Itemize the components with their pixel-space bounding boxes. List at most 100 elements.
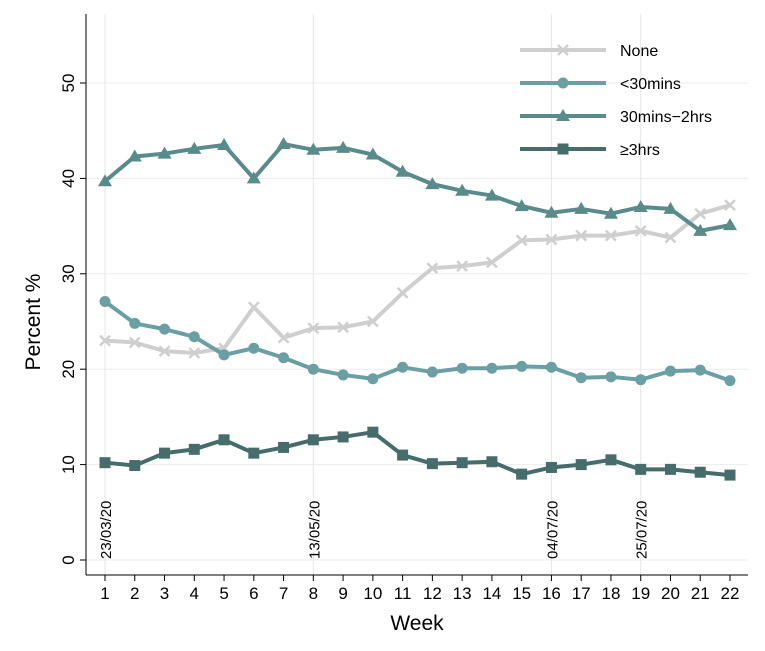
y-tick-label: 20 <box>59 360 78 379</box>
square-marker <box>397 449 409 461</box>
x-marker <box>605 229 617 242</box>
square-marker <box>724 469 736 481</box>
square-marker <box>307 434 319 446</box>
x-marker <box>664 231 677 244</box>
x-tick-label: 15 <box>512 584 531 603</box>
annotation-label: 25/07/20 <box>634 501 651 559</box>
triangle-marker <box>425 177 440 190</box>
circle-marker <box>397 361 409 373</box>
x-marker <box>99 334 111 347</box>
x-tick-label: 12 <box>423 584 442 603</box>
square-marker <box>605 454 617 466</box>
triangle-marker <box>455 183 470 196</box>
x-tick-label: 3 <box>160 584 169 603</box>
x-marker <box>486 256 498 269</box>
x-marker <box>456 260 469 273</box>
circle-marker <box>307 363 319 375</box>
triangle-marker <box>395 164 410 177</box>
square-marker <box>278 441 290 453</box>
square-marker <box>248 447 260 459</box>
circle-marker <box>486 362 498 374</box>
triangle-marker <box>276 137 291 150</box>
x-tick-label: 9 <box>338 584 347 603</box>
triangle-marker <box>98 174 112 187</box>
square-marker <box>694 466 706 478</box>
x-tick-label: 7 <box>279 584 288 603</box>
annotation-label: 23/03/20 <box>98 501 115 559</box>
x-tick-label: 18 <box>601 584 620 603</box>
x-marker <box>724 199 736 211</box>
circle-marker <box>516 360 528 372</box>
x-tick-label: 19 <box>631 584 650 603</box>
triangle-marker <box>306 142 321 155</box>
square-marker <box>99 457 111 469</box>
series-line <box>103 142 731 233</box>
square-marker <box>545 461 557 473</box>
triangle-marker <box>217 138 232 151</box>
circle-marker <box>545 361 557 373</box>
square-marker <box>664 463 676 475</box>
circle-marker <box>724 375 736 387</box>
circle-marker <box>129 317 141 329</box>
triangle-marker <box>157 146 172 159</box>
series-2 <box>98 137 737 236</box>
y-tick-label: 0 <box>59 555 78 564</box>
square-marker <box>486 456 498 468</box>
square-marker <box>129 460 141 472</box>
square-marker <box>218 434 230 446</box>
x-marker <box>575 229 588 242</box>
x-tick-label: 6 <box>249 584 258 603</box>
square-marker <box>516 468 528 480</box>
square-marker <box>575 459 587 471</box>
circle-marker <box>367 373 379 385</box>
series-line <box>103 299 731 383</box>
circle-marker <box>664 365 676 377</box>
circle-marker <box>426 366 438 378</box>
triangle-marker <box>127 149 142 162</box>
square-marker <box>456 457 468 469</box>
x-tick-label: 17 <box>572 584 591 603</box>
circle-marker <box>99 295 111 307</box>
legend-label: ≥3hrs <box>620 142 660 159</box>
x-tick-label: 2 <box>130 584 139 603</box>
plot-area <box>86 14 748 575</box>
circle-marker <box>218 349 230 361</box>
series-line <box>104 430 731 478</box>
y-tick-label: 30 <box>59 264 78 283</box>
x-marker <box>158 345 171 357</box>
x-marker <box>634 224 647 237</box>
legend: None <30mins 30mins−2hrs ≥3hrs <box>520 43 712 159</box>
triangle-marker <box>693 223 708 236</box>
circle-marker <box>456 362 468 374</box>
legend-label: 30mins−2hrs <box>620 109 712 126</box>
x-marker <box>337 321 349 334</box>
triangle-marker <box>246 171 261 184</box>
x-tick-label: 4 <box>190 584 199 603</box>
triangle-marker <box>663 201 678 214</box>
x-marker <box>694 207 707 220</box>
circle-marker <box>694 364 706 376</box>
circle-marker <box>278 352 290 364</box>
y-tick-label: 50 <box>59 74 78 93</box>
triangle-marker <box>603 206 618 219</box>
x-tick-label: 11 <box>394 584 412 603</box>
triangle-marker <box>336 140 351 153</box>
square-marker <box>426 458 438 470</box>
circle-marker <box>337 369 349 381</box>
x-marker <box>545 233 558 246</box>
triangle-marker <box>514 199 529 212</box>
triangle-marker <box>633 200 648 213</box>
legend-label: <30mins <box>620 76 681 93</box>
x-tick-label: 13 <box>453 584 472 603</box>
x-marker <box>396 286 409 299</box>
circle-marker <box>605 371 617 383</box>
x-tick-label: 10 <box>363 584 382 603</box>
series-group <box>98 137 737 481</box>
x-marker <box>426 262 439 274</box>
annotation-lines: 23/03/20 13/05/20 04/07/20 25/07/20 <box>98 14 651 575</box>
triangle-marker <box>187 141 202 154</box>
x-tick-label: 16 <box>542 584 561 603</box>
square-marker <box>337 431 349 443</box>
square-marker <box>159 447 171 459</box>
